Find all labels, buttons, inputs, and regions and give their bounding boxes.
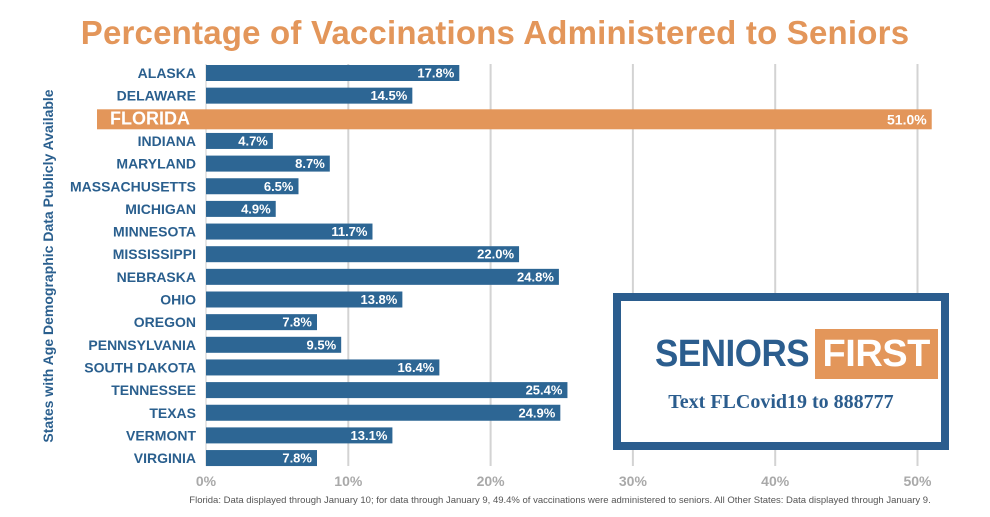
- value-label: 13.8%: [360, 292, 397, 307]
- category-label: MISSISSIPPI: [113, 246, 196, 262]
- bar: [206, 268, 559, 285]
- category-label: VERMONT: [126, 427, 196, 443]
- x-tick-label: 40%: [761, 473, 790, 489]
- bar: [206, 404, 561, 421]
- category-label: MARYLAND: [116, 156, 196, 172]
- value-label: 14.5%: [370, 88, 407, 103]
- logo-text-first: FIRST: [814, 329, 938, 379]
- category-label: INDIANA: [138, 133, 196, 149]
- bar: [206, 382, 568, 399]
- bar: [206, 155, 330, 172]
- value-label: 24.9%: [518, 405, 555, 420]
- bar: [206, 246, 520, 263]
- bar: [206, 223, 373, 240]
- value-label: 24.8%: [517, 269, 554, 284]
- bar: [206, 178, 299, 195]
- value-label: 4.7%: [238, 133, 268, 148]
- value-label: 4.9%: [241, 201, 271, 216]
- category-label: OHIO: [160, 292, 196, 308]
- value-label: 17.8%: [417, 66, 454, 81]
- bar: [206, 291, 403, 308]
- bar: [206, 65, 460, 81]
- bar: [206, 450, 317, 467]
- value-label: 51.0%: [887, 111, 927, 127]
- category-label: SOUTH DAKOTA: [84, 359, 196, 375]
- bar: [206, 336, 342, 353]
- bar: [206, 427, 393, 444]
- x-tick-label: 10%: [334, 473, 363, 489]
- footnote: Florida: Data displayed through January …: [189, 495, 931, 506]
- bar: [206, 200, 276, 217]
- x-tick-label: 20%: [477, 473, 506, 489]
- category-label: VIRGINIA: [134, 450, 196, 466]
- value-label: 16.4%: [397, 360, 434, 375]
- logo-text-seniors: SENIORS: [655, 333, 810, 375]
- category-label: DELAWARE: [117, 88, 196, 104]
- category-label: MINNESOTA: [113, 224, 196, 240]
- chart-title: Percentage of Vaccinations Administered …: [80, 14, 910, 51]
- promo-text-message: Text FLCovid19 to 888777: [668, 391, 894, 413]
- category-label: NEBRASKA: [117, 269, 196, 285]
- value-label: 7.8%: [282, 315, 312, 330]
- x-tick-label: 50%: [903, 473, 932, 489]
- value-label: 6.5%: [264, 179, 294, 194]
- value-label: 11.7%: [331, 224, 368, 239]
- value-label: 13.1%: [351, 428, 388, 443]
- x-tick-label: 0%: [196, 473, 217, 489]
- category-label: MASSACHUSETTS: [70, 178, 196, 194]
- value-label: 22.0%: [477, 247, 514, 262]
- bar: [206, 87, 413, 104]
- value-label: 8.7%: [295, 156, 325, 171]
- bar: [206, 132, 273, 149]
- category-label: ALASKA: [138, 65, 196, 81]
- category-label: PENNSYLVANIA: [88, 337, 196, 353]
- category-label: FLORIDA: [110, 108, 190, 128]
- category-label: OREGON: [134, 314, 196, 330]
- value-label: 9.5%: [307, 337, 337, 352]
- category-label: TENNESSEE: [111, 382, 196, 398]
- x-tick-label: 30%: [619, 473, 648, 489]
- bar: [97, 109, 932, 130]
- seniors-first-logo: SENIORS FIRST: [655, 329, 938, 379]
- bar: [206, 314, 317, 331]
- category-label: MICHIGAN: [125, 201, 196, 217]
- seniors-first-promo-box: SENIORS FIRST Text FLCovid19 to 888777: [613, 293, 949, 450]
- value-label: 25.4%: [526, 383, 563, 398]
- value-label: 7.8%: [282, 451, 312, 466]
- bar: [206, 359, 440, 376]
- category-label: TEXAS: [149, 405, 196, 421]
